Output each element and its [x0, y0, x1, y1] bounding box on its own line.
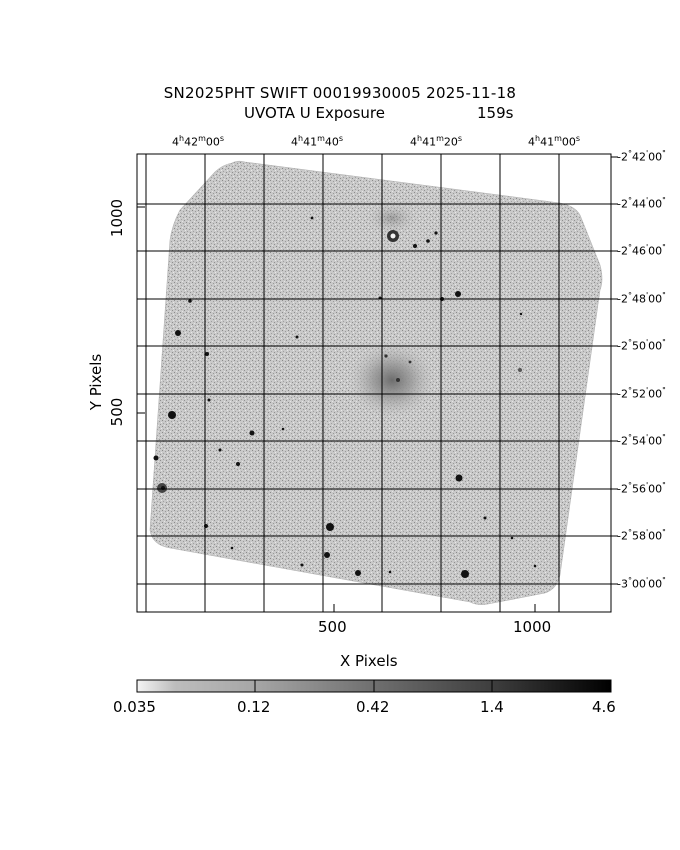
- star: [533, 564, 537, 568]
- bright-sources: [153, 216, 537, 578]
- star: [281, 427, 285, 431]
- image-subtitle-filter: UVOTA U Exposure: [244, 104, 385, 122]
- colorbar-label: 1.4: [480, 698, 504, 716]
- star: [455, 291, 461, 297]
- colorbar-label: 0.42: [356, 698, 390, 716]
- dec-tick-label: -2°44'00": [617, 196, 666, 211]
- star: [461, 570, 469, 578]
- dec-grid: [137, 203, 611, 585]
- ra-tick-label: 4h41m40s: [291, 134, 344, 149]
- star: [153, 455, 159, 461]
- image-subtitle-exposure: 159s: [477, 104, 514, 122]
- star: [455, 474, 463, 482]
- dec-tick-label: -2°54'00": [617, 433, 666, 448]
- dec-tick-label: -2°58'00": [617, 528, 666, 543]
- star: [510, 536, 514, 540]
- dec-ticks: [611, 156, 618, 585]
- star: [205, 352, 209, 356]
- star: [168, 411, 176, 419]
- colorbar-ticks: [254, 680, 493, 692]
- galaxy-halo-north: [366, 202, 418, 234]
- x-axis-label: X Pixels: [340, 652, 398, 670]
- star: [188, 299, 192, 303]
- star: [230, 546, 234, 550]
- star: [236, 462, 240, 466]
- star: [249, 430, 255, 436]
- pixel-ticks: [137, 206, 536, 612]
- colorbar-label: 4.6: [592, 698, 616, 716]
- bright-star-core: [390, 233, 396, 239]
- dec-tick-label: -3°00'00": [617, 576, 666, 591]
- star: [355, 570, 361, 576]
- star: [434, 231, 438, 235]
- y-tick-label-500: 500: [108, 397, 126, 427]
- dec-tick-label: -2°56'00": [617, 481, 666, 496]
- y-tick-label-1000: 1000: [108, 198, 126, 238]
- colorbar-label: 0.035: [113, 698, 156, 716]
- star: [300, 563, 304, 567]
- ra-tick-label: 4h42m00s: [172, 134, 225, 149]
- star: [408, 360, 412, 364]
- dec-tick-label: -2°42'00": [617, 149, 666, 164]
- galaxy-diffuse-emission: [348, 342, 436, 418]
- plot-frame: [136, 153, 612, 613]
- star: [324, 552, 330, 558]
- star: [175, 330, 181, 336]
- x-tick-label-1000: 1000: [513, 618, 552, 636]
- dec-tick-label: -2°48'00": [617, 291, 666, 306]
- ra-tick-label: 4h41m00s: [528, 134, 581, 149]
- star: [413, 244, 417, 248]
- star: [310, 216, 314, 220]
- star: [396, 378, 400, 382]
- star: [207, 398, 211, 402]
- dec-tick-label: -2°52'00": [617, 386, 666, 401]
- dec-tick-label: -2°46'00": [617, 243, 666, 258]
- y-axis-label: Y Pixels: [87, 353, 105, 411]
- image-title: SN2025PHT SWIFT 00019930005 2025-11-18: [163, 84, 517, 102]
- star: [518, 368, 522, 372]
- colorbar-label: 0.12: [237, 698, 271, 716]
- star: [384, 354, 388, 358]
- x-tick-label-500: 500: [318, 618, 347, 636]
- star: [388, 570, 392, 574]
- ra-tick-label: 4h41m20s: [410, 134, 463, 149]
- star: [519, 312, 523, 316]
- dec-tick-label: -2°50'00": [617, 338, 666, 353]
- star: [218, 448, 222, 452]
- star: [426, 239, 430, 243]
- star: [326, 523, 334, 531]
- star: [295, 335, 299, 339]
- star: [483, 516, 487, 520]
